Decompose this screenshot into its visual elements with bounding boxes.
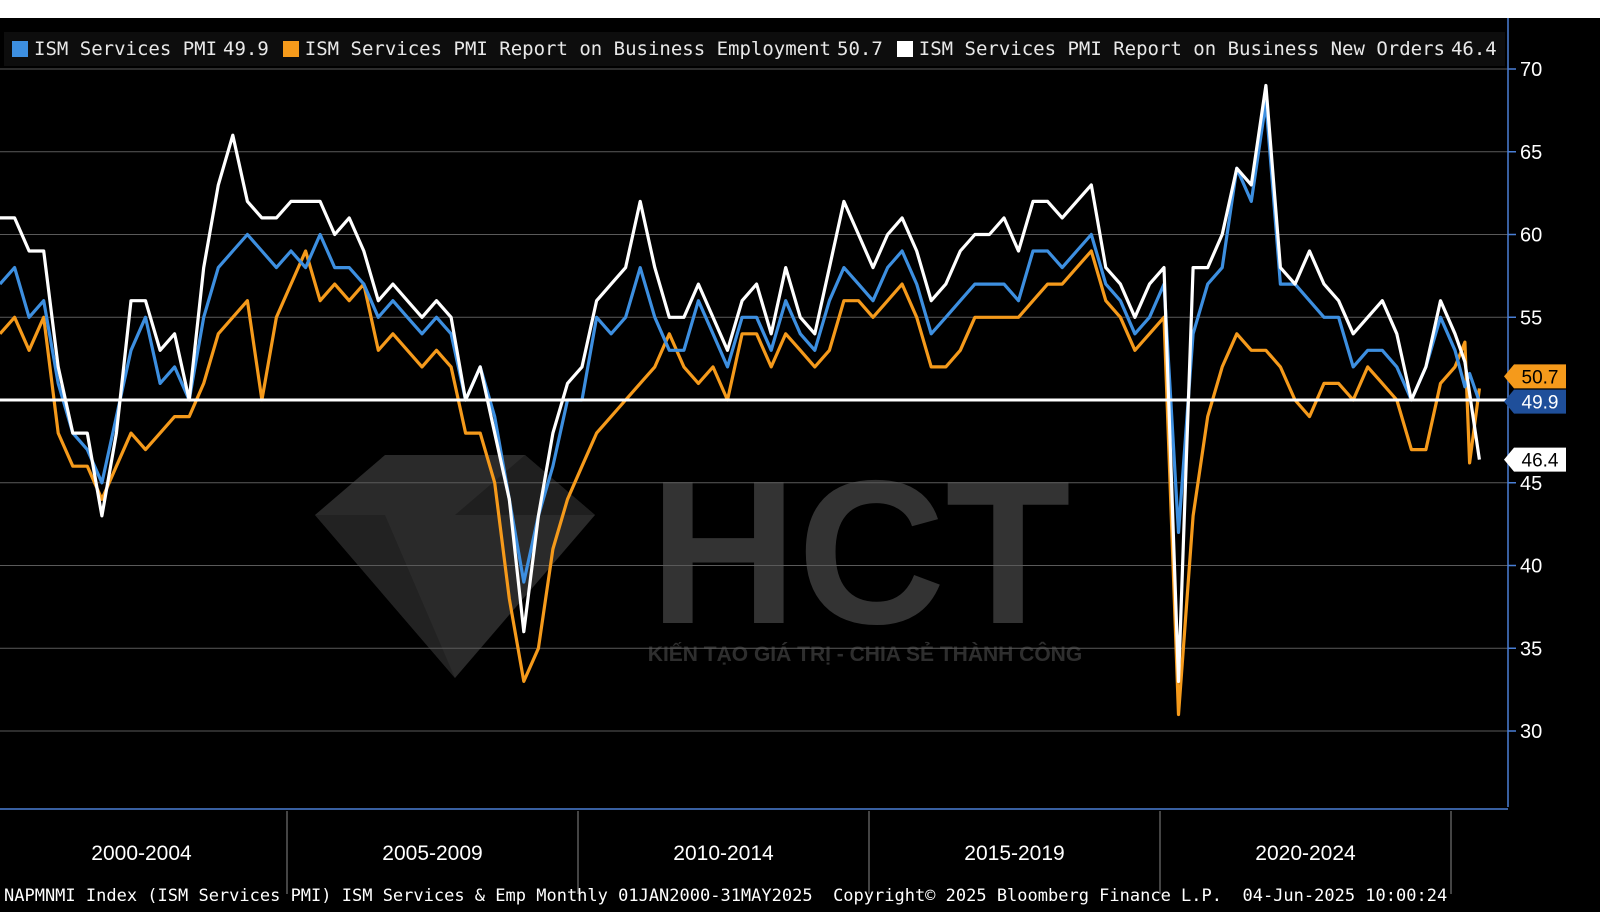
footer-copyright: Copyright© 2025 Bloomberg Finance L.P. <box>833 886 1222 906</box>
legend-value: 46.4 <box>1450 38 1497 60</box>
legend-swatch-orange <box>282 41 299 57</box>
y-tick-label: 35 <box>1520 638 1542 660</box>
legend-item-services-pmi: ISM Services PMI 49.9 <box>12 38 269 60</box>
footer-index: NAPMNMI Index (ISM Services PMI) ISM Ser… <box>4 886 526 906</box>
last-value-tag <box>1504 389 1566 414</box>
y-tick-label: 40 <box>1520 556 1542 578</box>
legend-label: ISM Services PMI Report on Business Empl… <box>304 38 831 60</box>
last-value-tag <box>1504 447 1566 472</box>
last-value-label: 49.9 <box>1522 393 1559 414</box>
last-value-label: 50.7 <box>1522 367 1559 388</box>
series-lines <box>0 83 1481 717</box>
footer-bar: NAPMNMI Index (ISM Services PMI) ISM Ser… <box>4 886 1447 906</box>
line-chart: HCT KIẾN TẠO GIÁ TRỊ - CHIA SẺ THÀNH CÔN… <box>0 18 1566 894</box>
x-period-label: 2000-2004 <box>91 842 192 865</box>
footer-range: Monthly 01JAN2000-31MAY2025 <box>536 886 813 906</box>
legend-value: 50.7 <box>837 38 883 60</box>
series-line-0 <box>0 100 1481 584</box>
legend-swatch-white <box>896 41 913 57</box>
x-period-label: 2010-2014 <box>673 842 774 865</box>
watermark-tagline: KIẾN TẠO GIÁ TRỊ - CHIA SẺ THÀNH CÔNG <box>648 642 1082 666</box>
legend-label: ISM Services PMI Report on Business New … <box>918 38 1445 60</box>
chart-frame: HCT KIẾN TẠO GIÁ TRỊ - CHIA SẺ THÀNH CÔN… <box>0 18 1600 912</box>
x-period-label: 2015-2019 <box>964 842 1064 865</box>
y-tick-label: 65 <box>1520 142 1542 164</box>
y-tick-label: 55 <box>1520 307 1542 329</box>
legend-label: ISM Services PMI <box>34 38 218 60</box>
hct-watermark-logo <box>315 455 595 678</box>
y-tick-label: 30 <box>1520 721 1542 743</box>
legend-value: 49.9 <box>223 38 269 60</box>
series-line-1 <box>0 249 1481 717</box>
series-line-2 <box>0 83 1481 683</box>
legend: ISM Services PMI 49.9 ISM Services PMI R… <box>4 32 1505 66</box>
y-axis: 303540455055606570 <box>1507 18 1542 807</box>
y-tick-label: 45 <box>1520 473 1542 495</box>
last-value-tag <box>1504 364 1566 389</box>
legend-item-employment: ISM Services PMI Report on Business Empl… <box>282 38 883 60</box>
footer-timestamp: 04-Jun-2025 10:00:24 <box>1242 886 1448 906</box>
y-tick-label: 60 <box>1520 225 1542 247</box>
x-axis-period-labels: 2000-2004 2005-2009 2010-2014 2015-2019 2020… <box>91 842 1356 865</box>
x-period-label: 2020-2024 <box>1255 842 1356 865</box>
legend-swatch-blue <box>12 41 28 57</box>
last-value-labels: 50.7 49.9 46.4 <box>1504 364 1566 472</box>
y-tick-label: 70 <box>1520 59 1542 81</box>
watermark-logo-text: HCT <box>649 438 1070 667</box>
legend-item-new-orders: ISM Services PMI Report on Business New … <box>896 38 1497 60</box>
last-value-label: 46.4 <box>1522 451 1559 472</box>
x-period-label: 2005-2009 <box>382 842 482 865</box>
period-separators <box>0 808 1508 894</box>
